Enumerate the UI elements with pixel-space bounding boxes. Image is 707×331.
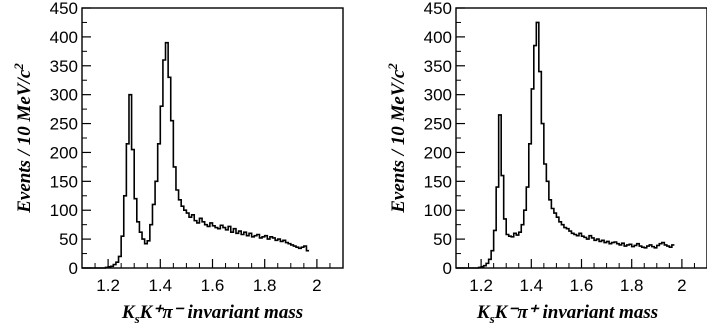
- y-tick-label: 200: [50, 143, 78, 162]
- x-axis-title: KsK⁺π⁻ invariant mass: [121, 302, 303, 326]
- x-tick-label: 1.4: [148, 276, 172, 295]
- x-tick-label: 1.4: [519, 276, 543, 295]
- y-tick-label: 50: [59, 230, 78, 249]
- x-tick-label: 1.6: [570, 276, 594, 295]
- y-tick-label: 200: [424, 143, 452, 162]
- x-axis-ticks: 1.2 1.4 1.6 1.8 2: [468, 259, 695, 295]
- x-tick-label: 1.6: [201, 276, 225, 295]
- x-axis-title-main: K: [476, 302, 491, 323]
- histogram-step-line: [456, 21, 675, 269]
- x-tick-label: 1.8: [253, 276, 277, 295]
- y-axis-ticks: 0 50 100 150 200 250 300 350 400 450: [50, 0, 91, 278]
- y-tick-label: 100: [424, 201, 452, 220]
- y-tick-label: 150: [50, 172, 78, 191]
- y-axis-title-sup: 2: [11, 63, 26, 71]
- y-tick-label: 350: [50, 57, 78, 76]
- x-tick-label: 1.8: [620, 276, 644, 295]
- plot-frame: [81, 7, 344, 269]
- chart-left: 0 50 100 150 200 250 300 350 400 450 1.2 1.4 1.6 1.8…: [11, 0, 344, 326]
- x-axis-title-rest: K⁻π⁺ invariant mass: [494, 302, 658, 323]
- y-tick-label: 50: [433, 230, 452, 249]
- x-tick-label: 2: [677, 276, 686, 295]
- x-axis-ticks: 1.2 1.4 1.6 1.8 2: [94, 259, 331, 295]
- x-tick-label: 2: [312, 276, 321, 295]
- plot-frame: [455, 7, 707, 269]
- x-axis-title: KsK⁻π⁺ invariant mass: [476, 302, 658, 326]
- y-tick-label: 250: [424, 115, 452, 134]
- x-tick-label: 1.2: [469, 276, 493, 295]
- x-axis-title-rest: K⁺π⁻ invariant mass: [139, 302, 303, 323]
- y-tick-label: 350: [424, 57, 452, 76]
- y-tick-label: 0: [443, 259, 452, 278]
- y-tick-label: 400: [50, 28, 78, 47]
- y-axis-title: Events / 10 MeV/c2: [11, 63, 35, 214]
- y-tick-label: 300: [424, 86, 452, 105]
- x-axis-title-sub: s: [489, 311, 495, 326]
- y-axis-title-sup: 2: [385, 63, 400, 71]
- y-axis-title-main: Events / 10 MeV/c: [388, 69, 409, 214]
- y-tick-label: 100: [50, 201, 78, 220]
- y-tick-label: 450: [424, 0, 452, 18]
- chart-right: 0 50 100 150 200 250 300 350 400 450 1.2 1.4 1.6 1.8…: [385, 0, 707, 326]
- x-axis-title-main: K: [121, 302, 136, 323]
- y-axis-ticks: 0 50 100 150 200 250 300 350 400 450: [424, 0, 465, 278]
- y-tick-label: 250: [50, 115, 78, 134]
- y-axis-title-main: Events / 10 MeV/c: [14, 69, 35, 214]
- y-tick-label: 0: [69, 259, 78, 278]
- y-tick-label: 450: [50, 0, 78, 18]
- y-axis-title: Events / 10 MeV/c2: [385, 63, 409, 214]
- y-tick-label: 150: [424, 172, 452, 191]
- y-tick-label: 400: [424, 28, 452, 47]
- x-axis-title-sub: s: [134, 311, 140, 326]
- histogram-step-line: [82, 41, 310, 269]
- x-tick-label: 1.2: [96, 276, 120, 295]
- y-tick-label: 300: [50, 86, 78, 105]
